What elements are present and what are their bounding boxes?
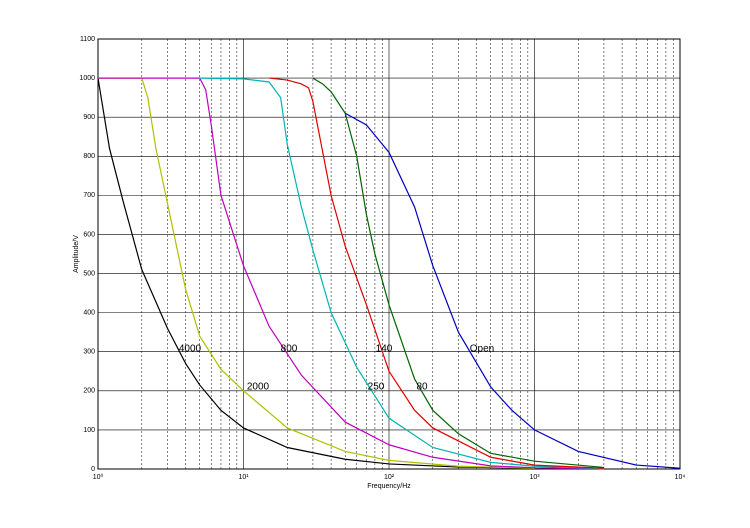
- y-tick-label: 700: [83, 192, 95, 199]
- y-axis-label: Amplitude/V: [73, 235, 80, 273]
- series-line: [199, 77, 604, 470]
- series-label: 2000: [247, 382, 270, 393]
- series-line: [269, 77, 604, 469]
- y-tick-label: 500: [83, 270, 95, 277]
- y-tick-label: 600: [83, 231, 95, 238]
- series-label: 80: [416, 382, 428, 393]
- series-label: Open: [470, 344, 494, 355]
- series-label: 4000: [179, 344, 202, 355]
- y-tick-label: 1100: [80, 36, 95, 43]
- x-tick-label: 10³: [529, 474, 540, 481]
- y-tick-label: 300: [83, 349, 95, 356]
- y-tick-label: 400: [83, 309, 95, 316]
- series-line: [97, 77, 535, 469]
- series-line: [344, 112, 681, 469]
- x-axis-label: Frequency/Hz: [367, 483, 411, 490]
- series-label: 800: [281, 344, 298, 355]
- series-line: [312, 77, 604, 469]
- series-line: [98, 77, 604, 470]
- y-tick-label: 800: [83, 153, 95, 160]
- series-label: 140: [376, 344, 393, 355]
- series-line: [98, 77, 535, 469]
- x-tick-label: 10⁴: [675, 474, 686, 481]
- y-tick-label: 1000: [79, 75, 95, 82]
- x-tick-label: 10²: [384, 474, 395, 481]
- y-tick-label: 0: [91, 466, 95, 473]
- x-tick-label: 10⁰: [93, 473, 104, 481]
- series-label: 250: [368, 382, 385, 393]
- y-tick-label: 900: [83, 114, 95, 121]
- y-tick-label: 100: [83, 427, 95, 434]
- x-tick-label: 10¹: [238, 474, 249, 481]
- y-tick-label: 200: [83, 388, 95, 395]
